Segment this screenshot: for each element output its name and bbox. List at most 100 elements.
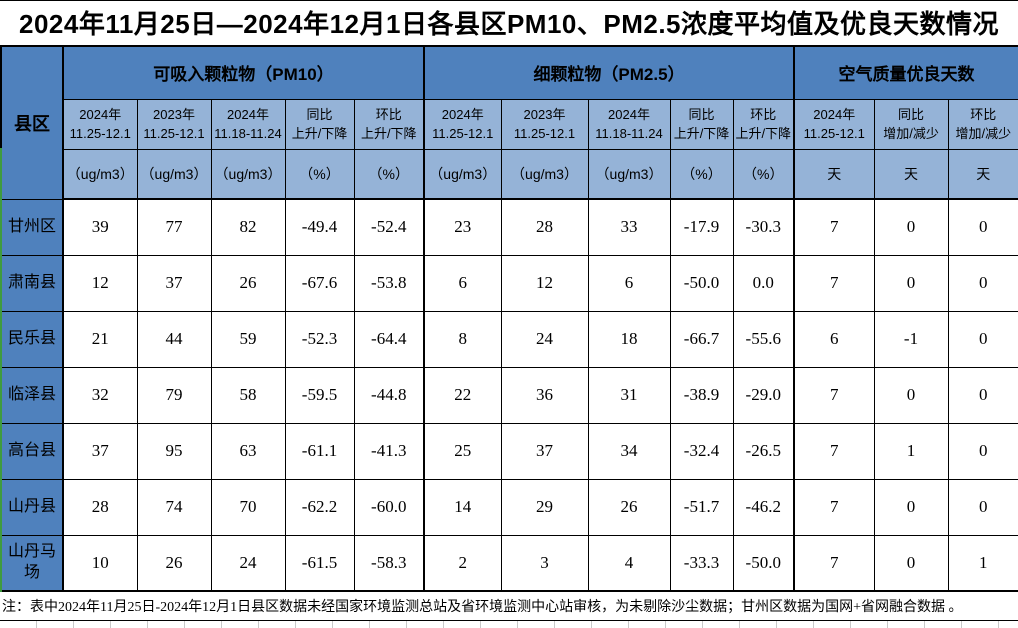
unit-cell: 天 <box>873 148 949 200</box>
data-cell: 8 <box>423 310 502 368</box>
unit-cell: （ug/m3） <box>587 148 671 200</box>
table-row-shandan-machang: 山丹马场 10 26 24 -61.5 -58.3 2 3 4 -33.3 -5… <box>0 534 1018 592</box>
table-row-gaotai: 高台县 37 95 63 -61.1 -41.3 25 37 34 -32.4 … <box>0 422 1018 480</box>
group-header-pm25: 细颗粒物（PM2.5） <box>423 45 796 100</box>
data-cell: -67.6 <box>284 254 355 312</box>
unit-cell: （ug/m3） <box>210 148 286 200</box>
data-cell: -52.3 <box>284 310 355 368</box>
county-cell: 民乐县 <box>0 310 64 368</box>
data-cell: 6 <box>793 310 875 368</box>
air-quality-table: 县区 可吸入颗粒物（PM10） 细颗粒物（PM2.5） 空气质量优良天数 202… <box>0 45 1018 592</box>
sub-header: 2023年 11.25-12.1 <box>500 98 589 150</box>
data-cell: 0 <box>947 478 1018 536</box>
unit-cell: （ug/m3） <box>500 148 589 200</box>
county-cell: 山丹县 <box>0 478 64 536</box>
sub-header: 2024年 11.25-12.1 <box>423 98 502 150</box>
data-cell: 44 <box>136 310 212 368</box>
data-cell: -41.3 <box>353 422 425 480</box>
table-row-minle: 民乐县 21 44 59 -52.3 -64.4 8 24 18 -66.7 -… <box>0 310 1018 368</box>
data-cell: 14 <box>423 478 502 536</box>
units-row: （ug/m3） （ug/m3） （ug/m3） （%） （%） （ug/m3） … <box>1 148 1018 200</box>
data-cell: 10 <box>62 534 138 592</box>
data-cell: -33.3 <box>669 534 734 592</box>
data-cell: -44.8 <box>353 366 425 424</box>
data-cell: 7 <box>793 366 875 424</box>
data-cell: -51.7 <box>669 478 734 536</box>
data-cell: -61.1 <box>284 422 355 480</box>
sub-header-row: 2024年 11.25-12.1 2023年 11.25-12.1 2024年 … <box>1 98 1018 150</box>
data-cell: -32.4 <box>669 422 734 480</box>
data-cell: 0 <box>947 254 1018 312</box>
data-cell: 36 <box>500 366 589 424</box>
data-cell: -53.8 <box>353 254 425 312</box>
sub-header: 同比 增加/减少 <box>873 98 949 150</box>
data-cell: 77 <box>136 198 212 256</box>
corner-header-county: 县区 <box>0 45 64 200</box>
data-cell: -49.4 <box>284 198 355 256</box>
data-cell: 37 <box>500 422 589 480</box>
data-cell: 31 <box>587 366 671 424</box>
data-cell: 0 <box>873 534 949 592</box>
county-cell: 甘州区 <box>0 198 64 256</box>
unit-cell: （%） <box>732 148 796 200</box>
data-cell: -46.2 <box>732 478 796 536</box>
sub-header: 2024年 11.25-12.1 <box>62 98 138 150</box>
unit-cell: （%） <box>353 148 425 200</box>
unit-cell: （%） <box>669 148 734 200</box>
data-cell: -61.5 <box>284 534 355 592</box>
county-cell: 山丹马场 <box>0 534 64 592</box>
data-cell: 28 <box>500 198 589 256</box>
window-left-edge-accent <box>0 148 2 592</box>
data-cell: 79 <box>136 366 212 424</box>
unit-cell: （ug/m3） <box>423 148 502 200</box>
data-cell: 33 <box>587 198 671 256</box>
data-cell: 0 <box>947 310 1018 368</box>
data-cell: 7 <box>793 254 875 312</box>
data-cell: 1 <box>947 534 1018 592</box>
sub-header: 环比 上升/下降 <box>732 98 796 150</box>
data-cell: -55.6 <box>732 310 796 368</box>
data-cell: 1 <box>873 422 949 480</box>
data-cell: 7 <box>793 422 875 480</box>
data-cell: 23 <box>423 198 502 256</box>
data-cell: -50.0 <box>669 254 734 312</box>
data-cell: -38.9 <box>669 366 734 424</box>
sub-header: 同比 上升/下降 <box>284 98 355 150</box>
sub-header: 同比 上升/下降 <box>669 98 734 150</box>
data-cell: 6 <box>423 254 502 312</box>
sub-header: 2024年 11.18-11.24 <box>587 98 671 150</box>
data-cell: -59.5 <box>284 366 355 424</box>
table-row-linze: 临泽县 32 79 58 -59.5 -44.8 22 36 31 -38.9 … <box>0 366 1018 424</box>
data-cell: 21 <box>62 310 138 368</box>
unit-cell: （ug/m3） <box>62 148 138 200</box>
data-cell: 59 <box>210 310 286 368</box>
data-cell: 12 <box>500 254 589 312</box>
data-cell: 28 <box>62 478 138 536</box>
table-row-sunan: 肃南县 12 37 26 -67.6 -53.8 6 12 6 -50.0 0.… <box>0 254 1018 312</box>
data-cell: 0 <box>947 366 1018 424</box>
county-cell: 肃南县 <box>0 254 64 312</box>
data-cell: -52.4 <box>353 198 425 256</box>
data-cell: 95 <box>136 422 212 480</box>
unit-cell: （%） <box>284 148 355 200</box>
data-cell: 0 <box>873 198 949 256</box>
data-cell: 0 <box>947 422 1018 480</box>
window-top-edge <box>0 0 1018 1</box>
data-cell: -58.3 <box>353 534 425 592</box>
data-cell: 2 <box>423 534 502 592</box>
group-header-row: 县区 可吸入颗粒物（PM10） 细颗粒物（PM2.5） 空气质量优良天数 <box>0 45 1018 200</box>
data-cell: 24 <box>210 534 286 592</box>
data-cell: 70 <box>210 478 286 536</box>
data-cell: 4 <box>587 534 671 592</box>
data-cell: -66.7 <box>669 310 734 368</box>
sub-header: 2024年 11.18-11.24 <box>210 98 286 150</box>
page-title: 2024年11月25日—2024年12月1日各县区PM10、PM2.5浓度平均值… <box>18 9 1000 39</box>
data-cell: 3 <box>500 534 589 592</box>
footnote: 注：表中2024年11月25日-2024年12月1日县区数据未经国家环境监测总站… <box>0 592 1018 621</box>
sub-header: 2023年 11.25-12.1 <box>136 98 212 150</box>
group-header-good-days: 空气质量优良天数 <box>793 45 1018 100</box>
data-cell: -50.0 <box>732 534 796 592</box>
sub-header: 环比 增加/减少 <box>947 98 1018 150</box>
group-header-pm10: 可吸入颗粒物（PM10） <box>62 45 425 100</box>
unit-cell: （ug/m3） <box>136 148 212 200</box>
